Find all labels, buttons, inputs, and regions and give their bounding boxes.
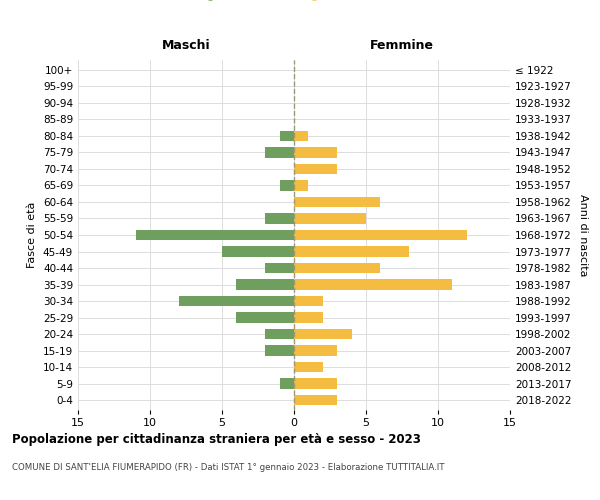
Bar (294, 164, 337, 174)
Bar (265, 262, 294, 274)
Bar (294, 362, 323, 372)
Bar (236, 312, 294, 323)
Bar (294, 147, 337, 158)
Bar (294, 230, 467, 240)
Bar (280, 180, 294, 191)
Bar (294, 213, 366, 224)
Bar (294, 130, 308, 141)
Legend: Stranieri, Straniere: Stranieri, Straniere (193, 0, 395, 6)
Text: COMUNE DI SANT'ELIA FIUMERAPIDO (FR) - Dati ISTAT 1° gennaio 2023 - Elaborazione: COMUNE DI SANT'ELIA FIUMERAPIDO (FR) - D… (12, 462, 445, 471)
Text: Femmine: Femmine (370, 38, 434, 52)
Bar (265, 147, 294, 158)
Bar (294, 262, 380, 274)
Bar (265, 328, 294, 340)
Bar (294, 328, 352, 340)
Bar (280, 378, 294, 389)
Bar (294, 378, 337, 389)
Bar (136, 230, 294, 240)
Bar (294, 394, 337, 406)
Bar (280, 130, 294, 141)
Bar (265, 213, 294, 224)
Bar (265, 345, 294, 356)
Text: Maschi: Maschi (161, 38, 211, 52)
Bar (222, 246, 294, 257)
Bar (236, 279, 294, 290)
Y-axis label: Fasce di età: Fasce di età (28, 202, 37, 268)
Bar (294, 345, 337, 356)
Y-axis label: Anni di nascita: Anni di nascita (578, 194, 588, 276)
Bar (179, 296, 294, 306)
Bar (294, 279, 452, 290)
Bar (294, 296, 323, 306)
Bar (294, 312, 323, 323)
Text: Popolazione per cittadinanza straniera per età e sesso - 2023: Popolazione per cittadinanza straniera p… (12, 432, 421, 446)
Bar (294, 180, 308, 191)
Bar (294, 196, 380, 207)
Bar (294, 246, 409, 257)
